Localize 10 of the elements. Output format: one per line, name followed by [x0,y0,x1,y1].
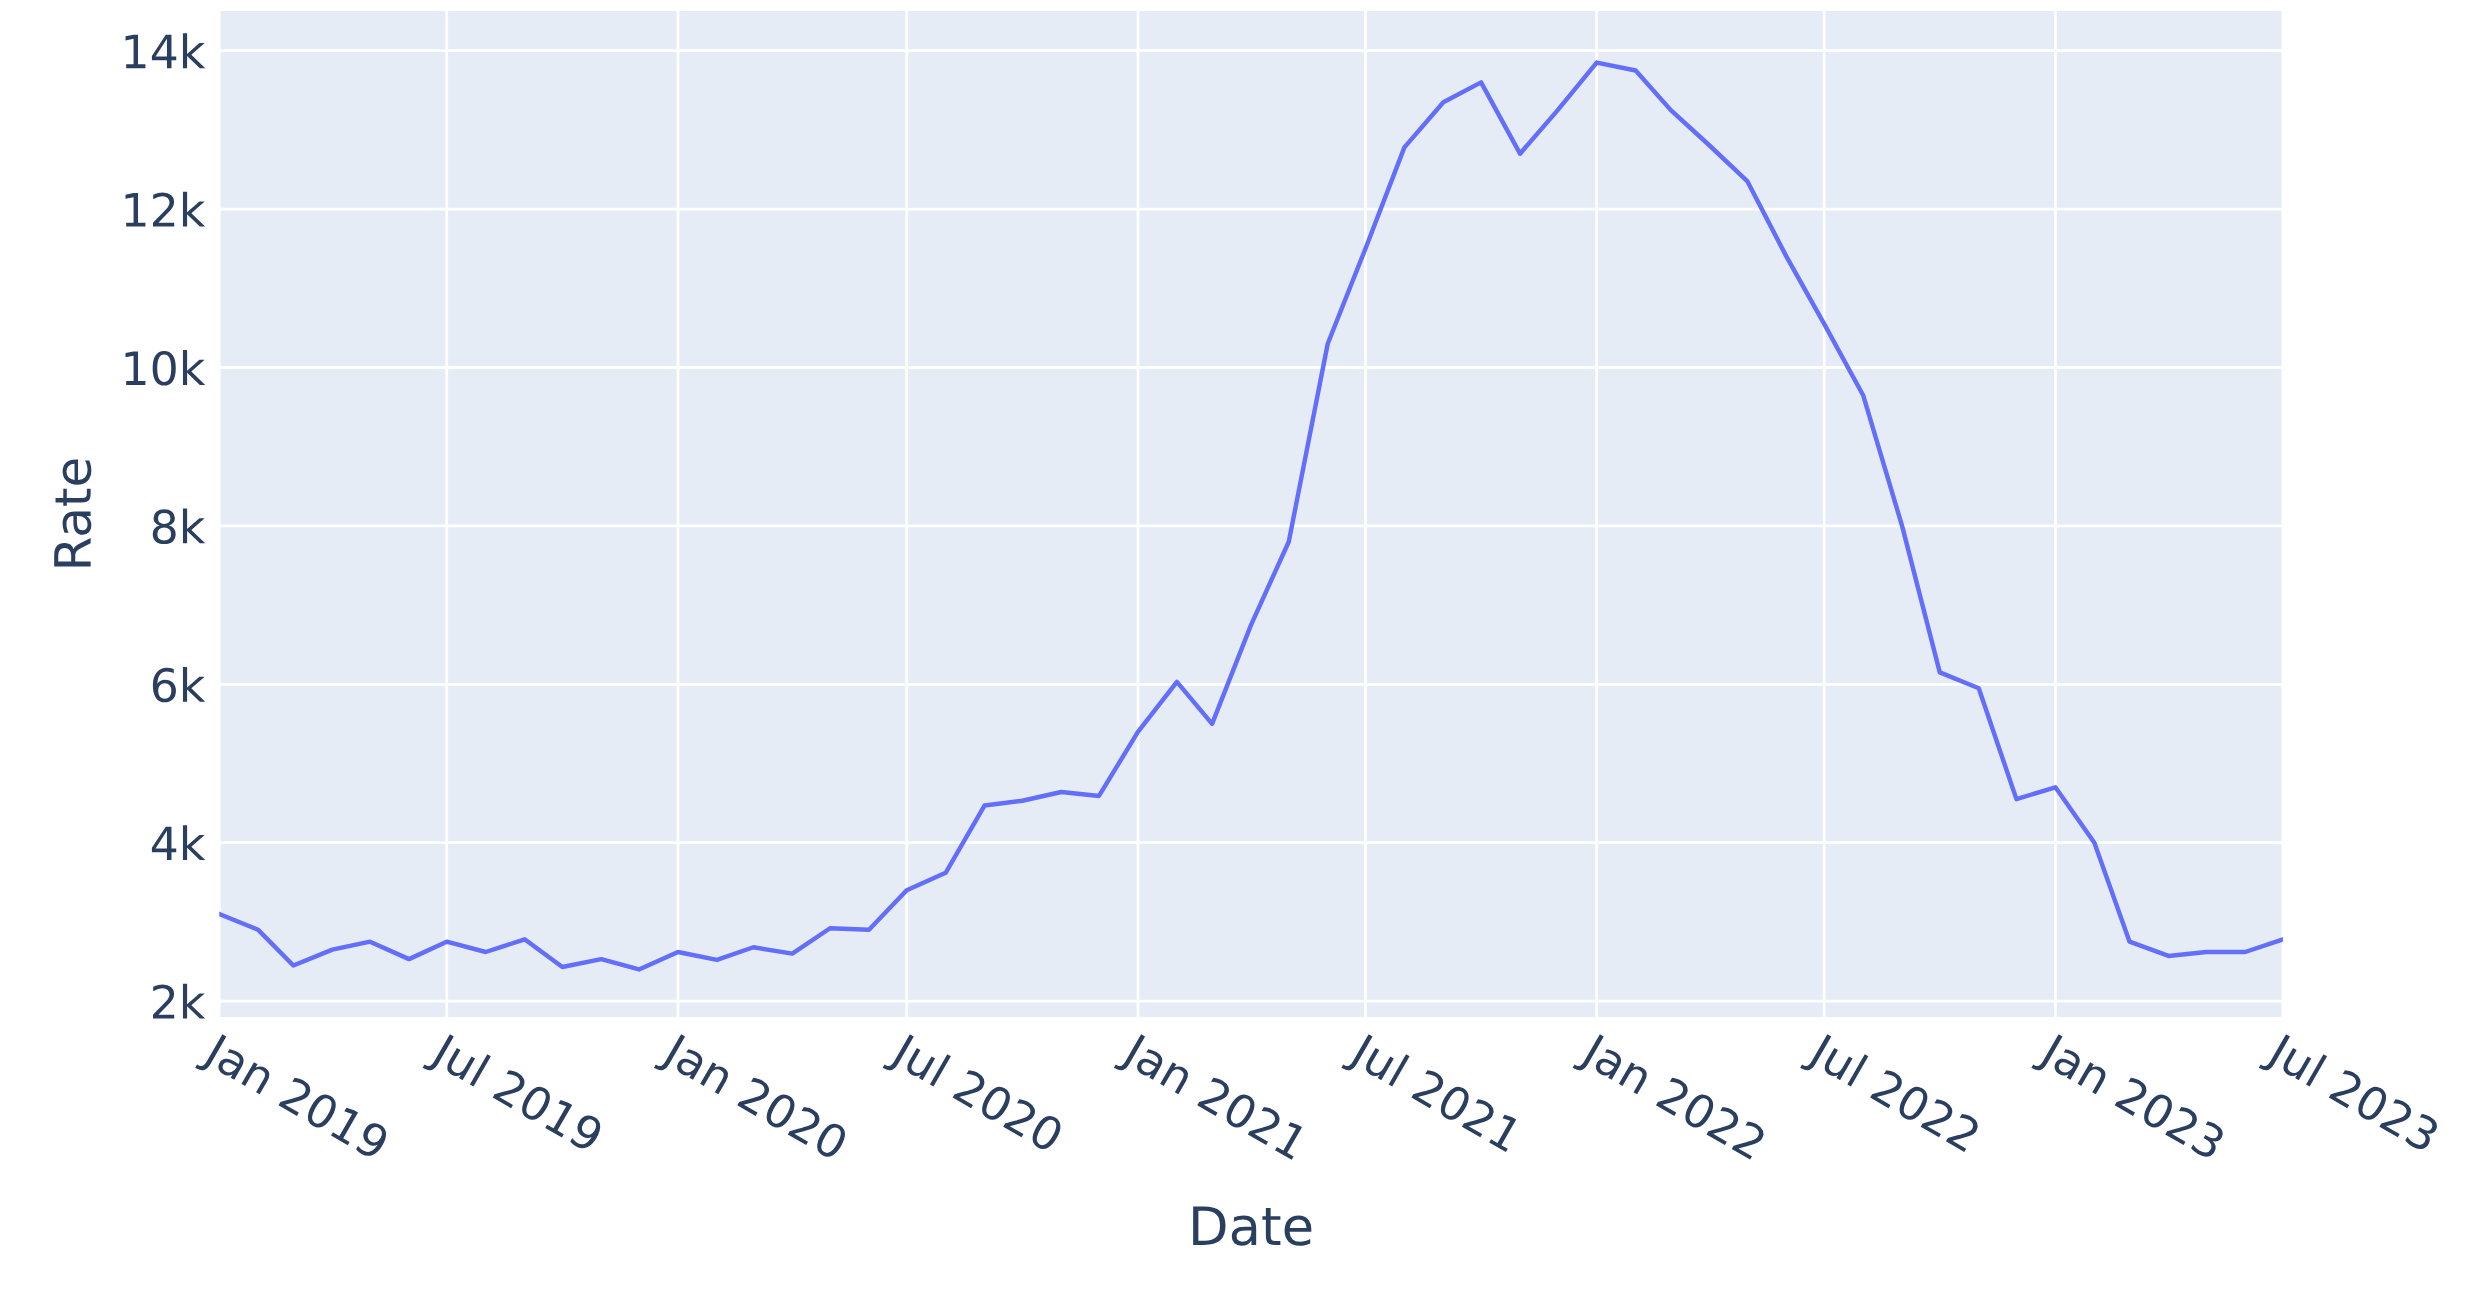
y-tick-label: 10k [125,350,206,386]
line-series [219,60,2283,972]
y-tick-label: 6k [152,666,206,703]
y-tick-label: 4k [151,825,206,861]
y-tick-label: 12k [125,191,206,227]
y-tick-label: 14k [125,33,206,69]
y-tick-label: 8k [152,508,206,544]
y-tick-label: 2k [153,983,206,1019]
x-axis-title: Date [1193,1206,1312,1246]
y-axis-title: Rate [54,459,92,567]
